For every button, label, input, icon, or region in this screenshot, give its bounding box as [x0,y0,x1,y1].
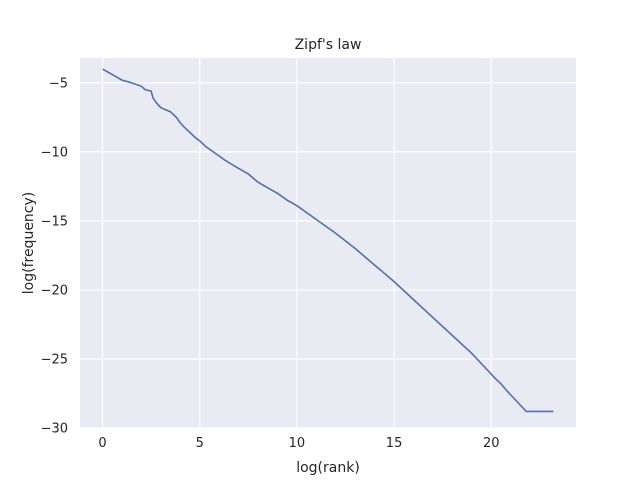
x-tick-label: 10 [289,436,306,451]
x-tick-label: 5 [196,436,204,451]
x-tick-labels: 0 5 10 15 20 [98,436,499,451]
y-tick-label: −15 [41,214,68,229]
y-tick-labels: −30 −25 −20 −15 −10 −5 [41,76,68,436]
plot-area [80,58,576,428]
y-axis-label: log(frequency) [21,192,37,294]
x-axis-label: log(rank) [296,460,360,476]
chart-title: Zipf's law [295,37,362,53]
x-tick-label: 15 [386,436,403,451]
series-line [102,68,554,413]
y-tick-label: −30 [41,422,68,437]
grid-lines [80,58,576,429]
x-tick-label: 20 [483,436,500,451]
y-tick-label: −20 [41,283,68,298]
y-tick-label: −5 [49,76,68,91]
x-tick-label: 0 [98,436,106,451]
y-tick-label: −10 [41,145,68,160]
y-tick-label: −25 [41,352,68,367]
